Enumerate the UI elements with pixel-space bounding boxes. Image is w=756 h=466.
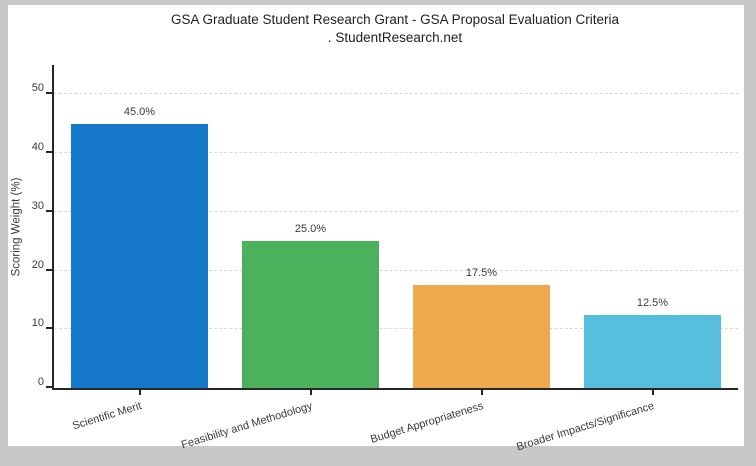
bar-value-label-budget-appropriateness: 17.5% [465,267,498,280]
y-tick-mark-40 [46,151,52,154]
x-tick-mark-budget-appropriateness [480,390,483,395]
y-tick-label-10: 10 [31,317,44,330]
chart-title: GSA Graduate Student Research Grant - GS… [171,12,619,27]
y-tick-label-50: 50 [31,82,44,95]
bar-slot-scientific-merit: 45.0% Scientific Merit [54,65,225,432]
y-tick-mark-50 [46,92,52,95]
bars-container: 45.0% Scientific Merit 25.0% Feasibility an… [54,65,738,453]
bar-feasibility-and-methodology [242,241,379,388]
x-tick-mark-feasibility-and-methodology [309,390,312,395]
x-tick-mark-scientific-merit [138,390,141,395]
y-axis-label-box: Scoring Weight (%) [8,65,24,388]
x-tick-label-feasibility-and-methodology: Feasibility and Methodology [180,400,315,452]
gridline-20 [54,269,738,271]
y-tick-label-30: 30 [31,199,44,212]
bar-slot-budget-appropriateness: 17.5% Budget Appropriateness [369,65,567,446]
gridline-10 [54,328,738,330]
x-tick-label-broader-impacts-significance: Broader Impacts/Significance [515,400,657,454]
bar-slot-broader-impacts-significance: 12.5% Broader Impacts/Significance [516,65,738,453]
gridline-30 [54,210,738,212]
plot-area: Scoring Weight (%) 0 10 20 30 40 50 45.0% Scie… [10,65,738,453]
bar-scientific-merit [71,123,208,388]
y-tick-mark-20 [46,268,52,271]
gridline-40 [54,152,738,154]
bar-budget-appropriateness [413,285,550,388]
x-tick-label-scientific-merit: Scientific Merit [71,400,144,433]
bar-value-label-broader-impacts-significance: 12.5% [636,296,669,309]
chart-canvas: GSA Graduate Student Research Grant - GS… [8,5,744,453]
y-tick-mark-30 [46,209,52,212]
gridline-50 [54,93,738,95]
bar-broader-impacts-significance [584,314,721,388]
y-tick-label-0: 0 [37,376,44,388]
bar-value-label-feasibility-and-methodology: 25.0% [294,223,327,236]
chart-subtitle: . StudentResearch.net [327,30,463,45]
x-tick-label-budget-appropriateness: Budget Appropriateness [369,400,486,446]
y-tick-mark-10 [46,327,52,330]
y-tick-label-40: 40 [31,141,44,154]
bar-slot-feasibility-and-methodology: 25.0% Feasibility and Methodology [180,65,396,451]
bar-value-label-scientific-merit: 45.0% [123,105,156,118]
y-tick-mark-0 [46,386,52,388]
y-tick-label-20: 20 [31,258,44,271]
y-axis-label: Scoring Weight (%) [10,177,23,276]
x-tick-mark-broader-impacts-significance [651,390,654,395]
